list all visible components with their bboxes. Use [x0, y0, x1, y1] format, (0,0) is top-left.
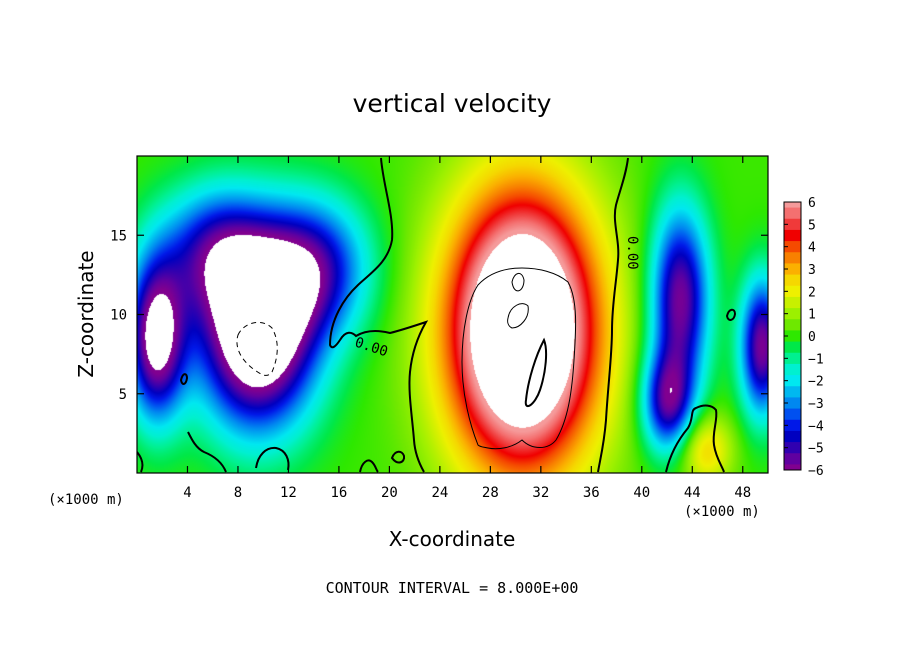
colorbar-tick-label: 2 [808, 285, 816, 300]
x-tick-label: 48 [734, 485, 751, 501]
negative-contour-downdraft [236, 321, 278, 376]
zero-contour-center-left [328, 157, 429, 473]
colorbar-swatch [784, 375, 801, 387]
x-units-left: (×1000 m) [48, 492, 124, 508]
colorbar-swatch [784, 419, 801, 432]
x-tick-label: 24 [431, 485, 448, 501]
x-axis-label: X-coordinate [389, 527, 516, 551]
contour-interval-note: CONTOUR INTERVAL = 8.000E+00 [326, 579, 579, 597]
colorbar-swatch [784, 430, 801, 443]
x-tick-label: 4 [183, 485, 191, 501]
colorbar-tick-label: 5 [808, 218, 816, 233]
colorbar-tick-label: −4 [808, 419, 824, 434]
colorbar-tick-label: −5 [808, 442, 824, 457]
plot-area: 0.00 0.00 [136, 155, 769, 474]
colorbar-swatch [784, 274, 801, 287]
zero-contour-right-bottom [665, 404, 725, 473]
colorbar-swatch [784, 408, 801, 421]
colorbar-swatch [784, 319, 801, 331]
y-tick-label: 5 [119, 387, 127, 403]
colorbar: 6 5 4 3 2 1 0 −1 −2 −3 −4 −5 −6 [783, 196, 824, 479]
colorbar-swatch [784, 386, 801, 398]
colorbar-swatch [784, 252, 801, 264]
colorbar-tick-label: 3 [808, 263, 816, 278]
x-tick-label: 32 [532, 485, 549, 501]
colorbar-tick-label: −6 [808, 464, 824, 479]
colorbar-tick-label: 6 [808, 196, 816, 211]
colorbar-swatch [784, 241, 801, 253]
x-tick-label: 20 [381, 485, 398, 501]
zero-contour-small-4 [725, 308, 737, 321]
colorbar-tick-label: −1 [808, 352, 824, 367]
colorbar-swatch [784, 285, 801, 298]
colorbar-tick-label: −3 [808, 397, 824, 412]
inner-contour-loop-3 [524, 337, 548, 408]
zero-contour-small-1 [255, 446, 290, 471]
chart-title: vertical velocity [353, 89, 552, 118]
y-tick-label: 10 [110, 308, 127, 324]
x-tick-label: 12 [280, 485, 297, 501]
zero-contour-small-5 [359, 459, 379, 473]
colorbar-swatch [784, 308, 801, 320]
x-tick-label: 28 [482, 485, 499, 501]
zero-contour-lines [137, 157, 737, 473]
colorbar-tick-label: −2 [808, 375, 824, 390]
colorbar-tick-label: 4 [808, 241, 816, 256]
colorbar-swatch [784, 296, 801, 309]
zero-contour-left-bottom [187, 431, 227, 473]
colorbar-swatch [784, 397, 801, 410]
colorbar-swatch [784, 202, 801, 209]
colorbar-swatch [784, 464, 801, 471]
velocity-field [137, 156, 768, 473]
zero-contour-small-3 [179, 373, 189, 385]
colorbar-swatch [784, 207, 801, 220]
colorbar-swatch [784, 442, 801, 454]
colorbar-tick-label: 0 [808, 330, 816, 345]
inner-contour-loop-2 [507, 303, 529, 329]
x-tick-label: 40 [633, 485, 650, 501]
zero-contour-small-2 [390, 450, 406, 464]
x-tick-label: 44 [684, 485, 701, 501]
colorbar-tick-label: 1 [808, 308, 816, 323]
colorbar-swatch [784, 453, 801, 465]
colorbar-swatch [784, 218, 801, 231]
colorbar-swatch [784, 363, 801, 376]
y-tick-label: 15 [110, 228, 127, 244]
colorbar-swatch [784, 263, 801, 276]
positive-contour-updraft [461, 267, 577, 450]
x-tick-label: 16 [330, 485, 347, 501]
zero-contour-center-right [597, 157, 629, 473]
x-tick-label: 8 [234, 485, 242, 501]
inner-contour-loop-1 [511, 273, 525, 292]
y-axis-label: Z-coordinate [74, 250, 98, 377]
y-axis-ticks: 5 10 15 [110, 228, 768, 403]
colorbar-swatch [784, 341, 801, 354]
colorbar-swatch [784, 229, 801, 242]
x-tick-label: 36 [583, 485, 600, 501]
colorbar-swatch [784, 330, 801, 343]
x-units-right: (×1000 m) [684, 504, 760, 520]
colorbar-swatch [784, 352, 801, 365]
zero-contour-small-6 [137, 451, 144, 473]
x-axis-ticks: 4 8 12 16 20 24 28 32 36 40 44 48 [183, 156, 751, 501]
contour-label-right: 0.00 [624, 236, 640, 270]
